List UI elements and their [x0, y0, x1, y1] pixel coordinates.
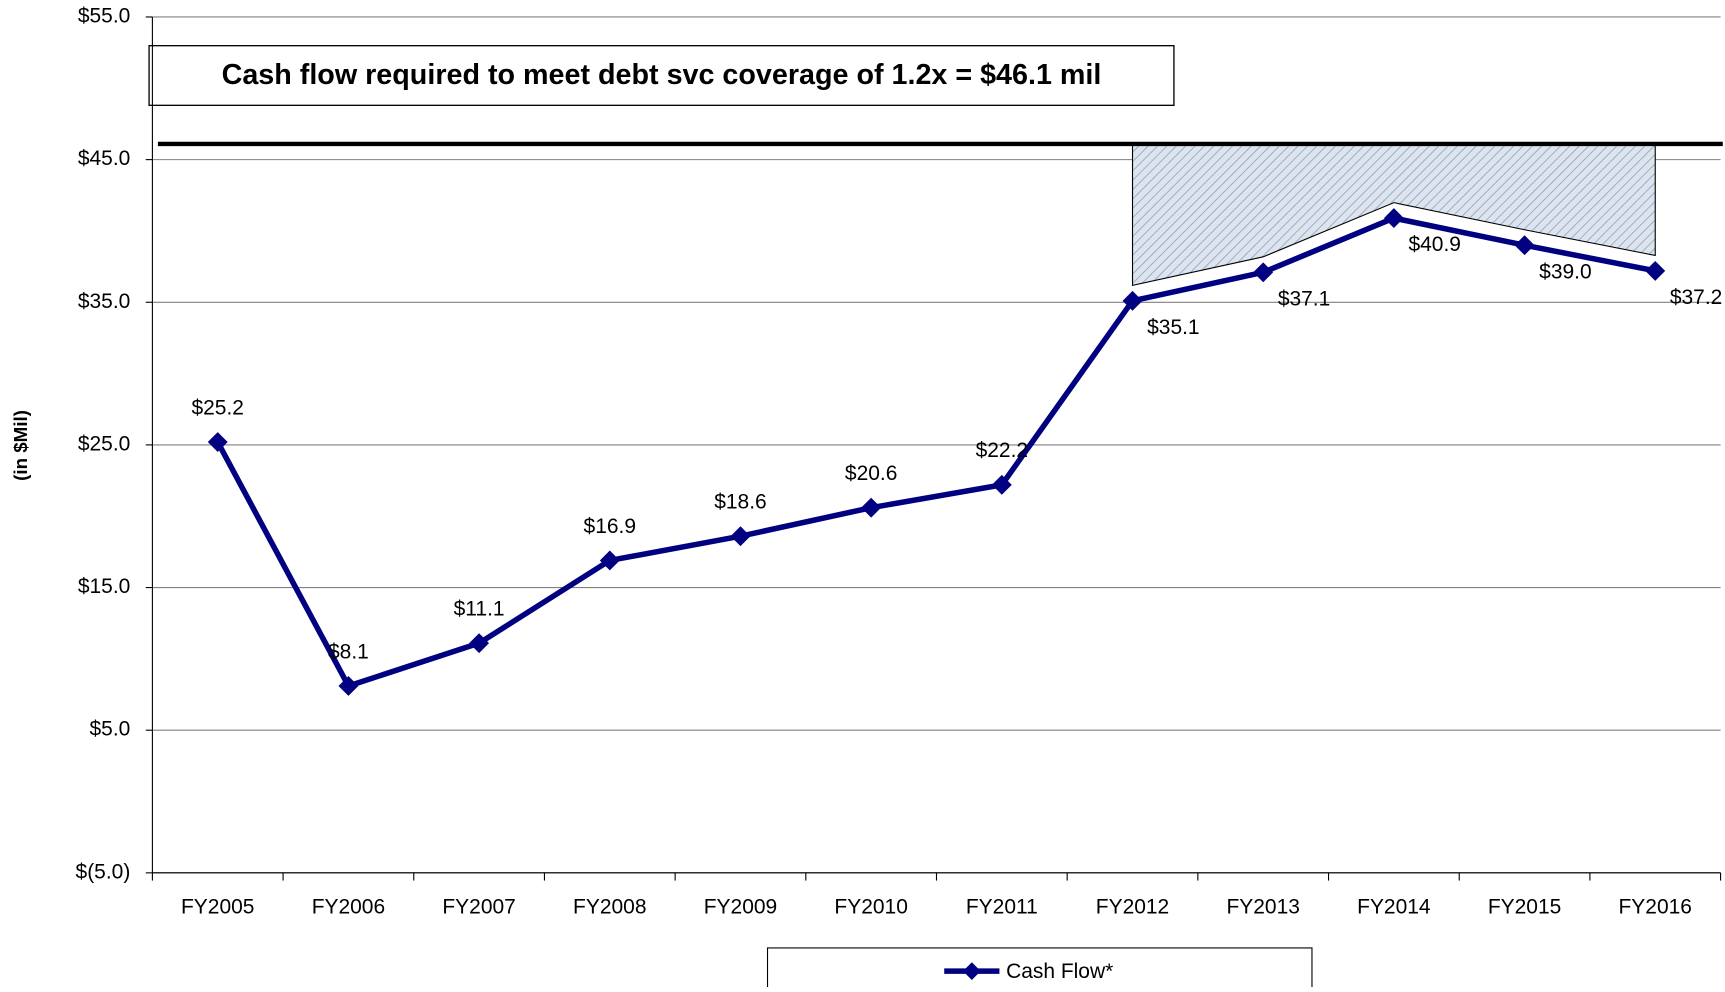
value-label: $35.1 — [1147, 316, 1199, 339]
y-tick-label: $55.0 — [78, 5, 130, 28]
marker — [1253, 262, 1274, 283]
x-tick-label: FY2008 — [573, 896, 646, 919]
x-tick-label: FY2007 — [442, 896, 515, 919]
value-label: $40.9 — [1408, 233, 1460, 256]
value-label: $39.0 — [1539, 260, 1591, 283]
legend-box — [766, 947, 1313, 992]
y-tick-label: $15.0 — [78, 575, 130, 598]
value-label: $25.2 — [191, 396, 243, 419]
marker — [991, 474, 1012, 495]
value-label: $37.2 — [1670, 286, 1722, 309]
value-label: $37.1 — [1278, 287, 1330, 310]
x-tick-label: FY2012 — [1096, 896, 1169, 919]
marker — [599, 550, 620, 571]
marker — [469, 633, 490, 654]
y-axis-label: (in $Mil) — [10, 410, 31, 481]
marker — [1514, 235, 1535, 256]
marker — [207, 432, 228, 452]
y-tick-label: $25.0 — [78, 432, 130, 455]
y-tick-label: $(5.0) — [76, 860, 131, 883]
value-label: $8.1 — [328, 640, 369, 663]
x-tick-label: FY2009 — [704, 896, 777, 919]
y-tick-label: $5.0 — [90, 718, 131, 741]
x-tick-label: FY2016 — [1619, 896, 1692, 919]
x-tick-label: FY2005 — [181, 896, 254, 919]
x-tick-label: FY2011 — [966, 896, 1038, 919]
annotation: Cash flow required to meet debt svc cove… — [222, 59, 1102, 91]
y-tick-label: $35.0 — [78, 290, 130, 313]
x-tick-label: FY2013 — [1226, 896, 1299, 919]
marker — [1645, 260, 1666, 281]
x-tick-label: FY2006 — [312, 896, 385, 919]
marker — [1122, 290, 1143, 311]
marker — [861, 497, 882, 518]
marker — [1383, 208, 1404, 229]
x-tick-label: FY2014 — [1357, 896, 1431, 919]
marker — [338, 676, 359, 696]
marker — [730, 526, 751, 547]
y-tick-label: $45.0 — [78, 147, 130, 170]
legend-label: Cash Flow* — [1006, 960, 1113, 983]
x-tick-label: FY2010 — [834, 896, 907, 919]
value-label: $20.6 — [845, 462, 897, 485]
x-tick-label: FY2015 — [1488, 896, 1561, 919]
annotation-box — [148, 45, 1175, 106]
value-label: $18.6 — [714, 491, 766, 514]
value-label: $16.9 — [584, 515, 636, 538]
legend-marker — [962, 962, 981, 980]
value-label: $11.1 — [454, 598, 505, 621]
value-label: $22.2 — [976, 439, 1028, 462]
line — [215, 215, 1656, 689]
